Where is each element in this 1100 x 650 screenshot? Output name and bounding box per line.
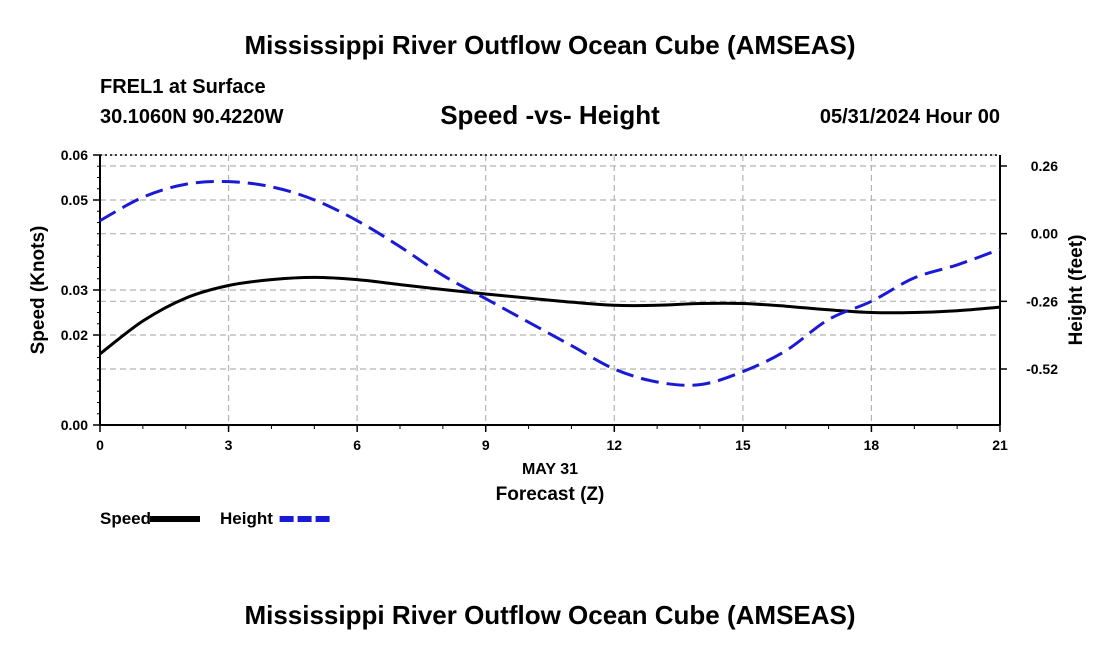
y-right-tick-label: 0.00 xyxy=(1031,226,1058,242)
y-left-tick-label: 0.00 xyxy=(61,417,88,433)
x-tick-label: 15 xyxy=(735,437,751,453)
y-left-tick-label: 0.03 xyxy=(61,282,88,298)
coordinates-label: 30.1060N 90.4220W xyxy=(100,106,284,128)
legend-label-speed: Speed xyxy=(100,509,151,528)
x-tick-label: 9 xyxy=(482,437,490,453)
chart-title: Speed -vs- Height xyxy=(440,100,660,130)
series-line-height xyxy=(99,179,1001,387)
x-tick-label: 12 xyxy=(606,437,622,453)
y-left-axis-title: Speed (Knots) xyxy=(28,226,49,355)
datetime-label: 05/31/2024 Hour 00 xyxy=(819,106,1000,128)
y-left-tick-label: 0.02 xyxy=(61,327,88,343)
series-line-speed xyxy=(99,275,1001,356)
station-label: FREL1 at Surface xyxy=(100,76,266,98)
y-right-tick-label: -0.52 xyxy=(1026,361,1058,377)
x-tick-label: 18 xyxy=(864,437,880,453)
x-date-label: MAY 31 xyxy=(522,461,578,478)
x-axis-title: Forecast (Z) xyxy=(496,484,605,505)
y-right-axis-title: Height (feet) xyxy=(1066,235,1087,346)
y-left-tick-label: 0.05 xyxy=(61,192,88,208)
y-right-tick-label: -0.26 xyxy=(1026,293,1058,309)
x-tick-label: 6 xyxy=(353,437,361,453)
top-title: Mississippi River Outflow Ocean Cube (AM… xyxy=(244,30,856,60)
y-left-tick-label: 0.06 xyxy=(61,147,88,163)
x-tick-label: 3 xyxy=(225,437,233,453)
legend-label-height: Height xyxy=(220,509,273,528)
x-tick-label: 0 xyxy=(96,437,104,453)
x-tick-label: 21 xyxy=(992,437,1008,453)
bottom-title: Mississippi River Outflow Ocean Cube (AM… xyxy=(244,600,856,630)
y-right-tick-label: 0.26 xyxy=(1031,158,1058,174)
